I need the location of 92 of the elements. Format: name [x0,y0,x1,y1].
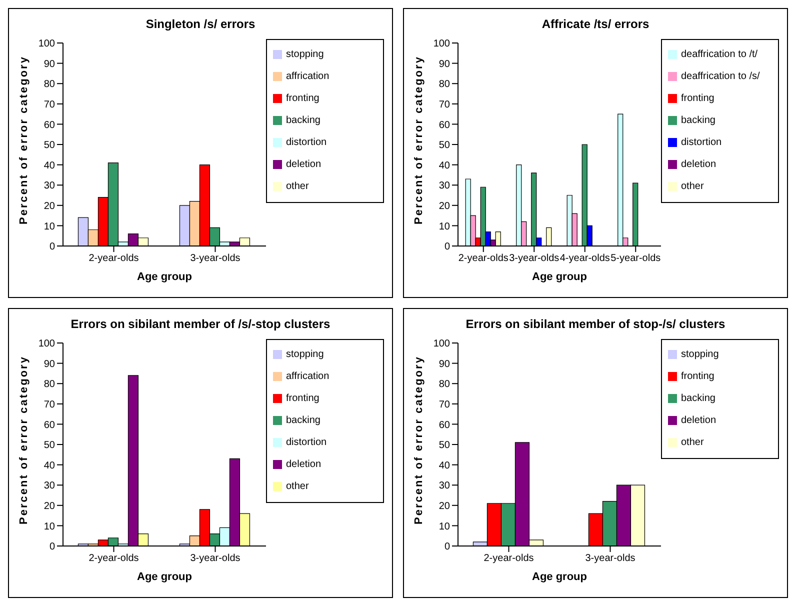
legend-label: deletion [681,415,716,426]
legend-label: fronting [681,93,714,104]
y-tick-label: 20 [438,500,450,512]
y-tick-label: 20 [438,200,450,212]
x-axis-title: Age group [137,571,192,583]
y-axis-title: Percent of error category [412,356,425,524]
legend-label: distortion [681,137,722,148]
y-tick-label: 60 [44,120,56,131]
y-tick-label: 70 [438,99,450,110]
y-tick-label: 90 [438,58,450,70]
legend-label: backing [286,115,320,126]
legend-label: deletion [286,459,322,470]
y-tick-label: 10 [44,521,56,532]
y-tick-label: 0 [444,242,450,253]
legend-label: affrication [286,371,330,382]
y-tick-label: 0 [49,242,56,253]
legend-label: fronting [286,393,320,404]
legend-label: backing [681,115,716,126]
y-axis-title: Percent of error category [18,356,30,524]
legend-label: fronting [286,93,320,104]
y-tick-label: 10 [438,521,450,532]
y-axis-title: Percent of error category [18,56,30,224]
x-axis-title: Age group [532,271,588,283]
y-tick-label: 50 [438,140,450,152]
x-tick-label: 2-year-olds [88,253,139,264]
chart-title: Affricate /ts/ errors [540,17,650,33]
y-tick-label: 40 [44,160,56,172]
y-tick-label: 10 [438,221,450,232]
y-tick-label: 40 [44,460,56,472]
legend-label: stopping [286,49,324,60]
y-tick-label: 70 [44,399,56,410]
legend-label: distortion [286,437,327,448]
chart-title: Singleton /s/ errors [144,17,256,33]
legend-label: deletion [286,159,322,170]
legend-label: backing [286,415,320,426]
y-tick-label: 50 [44,140,56,152]
y-tick-label: 10 [44,221,56,232]
y-tick-label: 100 [38,338,56,350]
x-tick-label: 3-year-olds [190,253,240,264]
y-tick-label: 90 [438,358,450,370]
y-tick-label: 100 [433,338,450,350]
y-tick-label: 20 [44,500,56,512]
y-tick-label: 50 [44,440,56,452]
y-tick-label: 80 [44,379,56,390]
y-tick-label: 90 [44,58,56,70]
y-tick-label: 40 [438,460,450,472]
legend-label: stopping [681,349,719,360]
legend-label: other [286,481,309,492]
y-tick-label: 100 [433,38,450,50]
y-tick-label: 80 [438,379,450,390]
y-tick-label: 30 [438,480,450,492]
y-tick-label: 20 [44,200,56,212]
chart-title: Errors on sibilant member of stop-/s/ clusters [464,317,726,333]
legend-label: stopping [286,349,324,360]
x-tick-label: 2-year-olds [458,253,508,264]
y-tick-label: 60 [438,420,450,431]
x-axis-title: Age group [137,271,192,283]
y-tick-label: 0 [444,542,450,553]
y-tick-label: 30 [44,180,56,192]
x-tick-label: 2-year-olds [484,553,534,564]
x-tick-label: 3-year-olds [585,553,636,564]
y-tick-label: 30 [44,480,56,492]
y-tick-label: 0 [49,542,56,553]
y-axis-title: Percent of error category [412,56,425,224]
x-tick-label: 5-year-olds [610,253,661,264]
legend-label: backing [681,393,716,404]
legend-label: fronting [681,371,714,382]
legend-label: deletion [681,159,716,170]
x-tick-label: 3-year-olds [509,253,560,264]
legend-label: other [681,181,704,192]
legend-label: other [286,181,309,192]
x-tick-label: 2-year-olds [88,553,139,564]
y-tick-label: 80 [44,79,56,90]
legend-label: other [681,437,704,448]
legend-label: deaffrication to /t/ [681,49,758,60]
legend-label: deaffrication to /s/ [681,71,760,82]
x-tick-label: 4-year-olds [560,253,610,264]
y-tick-label: 80 [438,79,450,90]
legend-label: affrication [286,71,330,82]
y-tick-label: 50 [438,440,450,452]
x-axis-title: Age group [532,571,588,583]
y-tick-label: 30 [438,180,450,192]
y-tick-label: 70 [44,99,56,110]
legend-label: distortion [286,137,327,148]
y-tick-label: 60 [44,420,56,431]
chart-title: Errors on sibilant member of /s/-stop clusters [70,317,332,333]
y-tick-label: 70 [438,399,450,410]
y-tick-label: 60 [438,120,450,131]
y-tick-label: 100 [38,38,56,50]
y-tick-label: 90 [44,358,56,370]
y-tick-label: 40 [438,160,450,172]
x-tick-label: 3-year-olds [190,553,240,564]
